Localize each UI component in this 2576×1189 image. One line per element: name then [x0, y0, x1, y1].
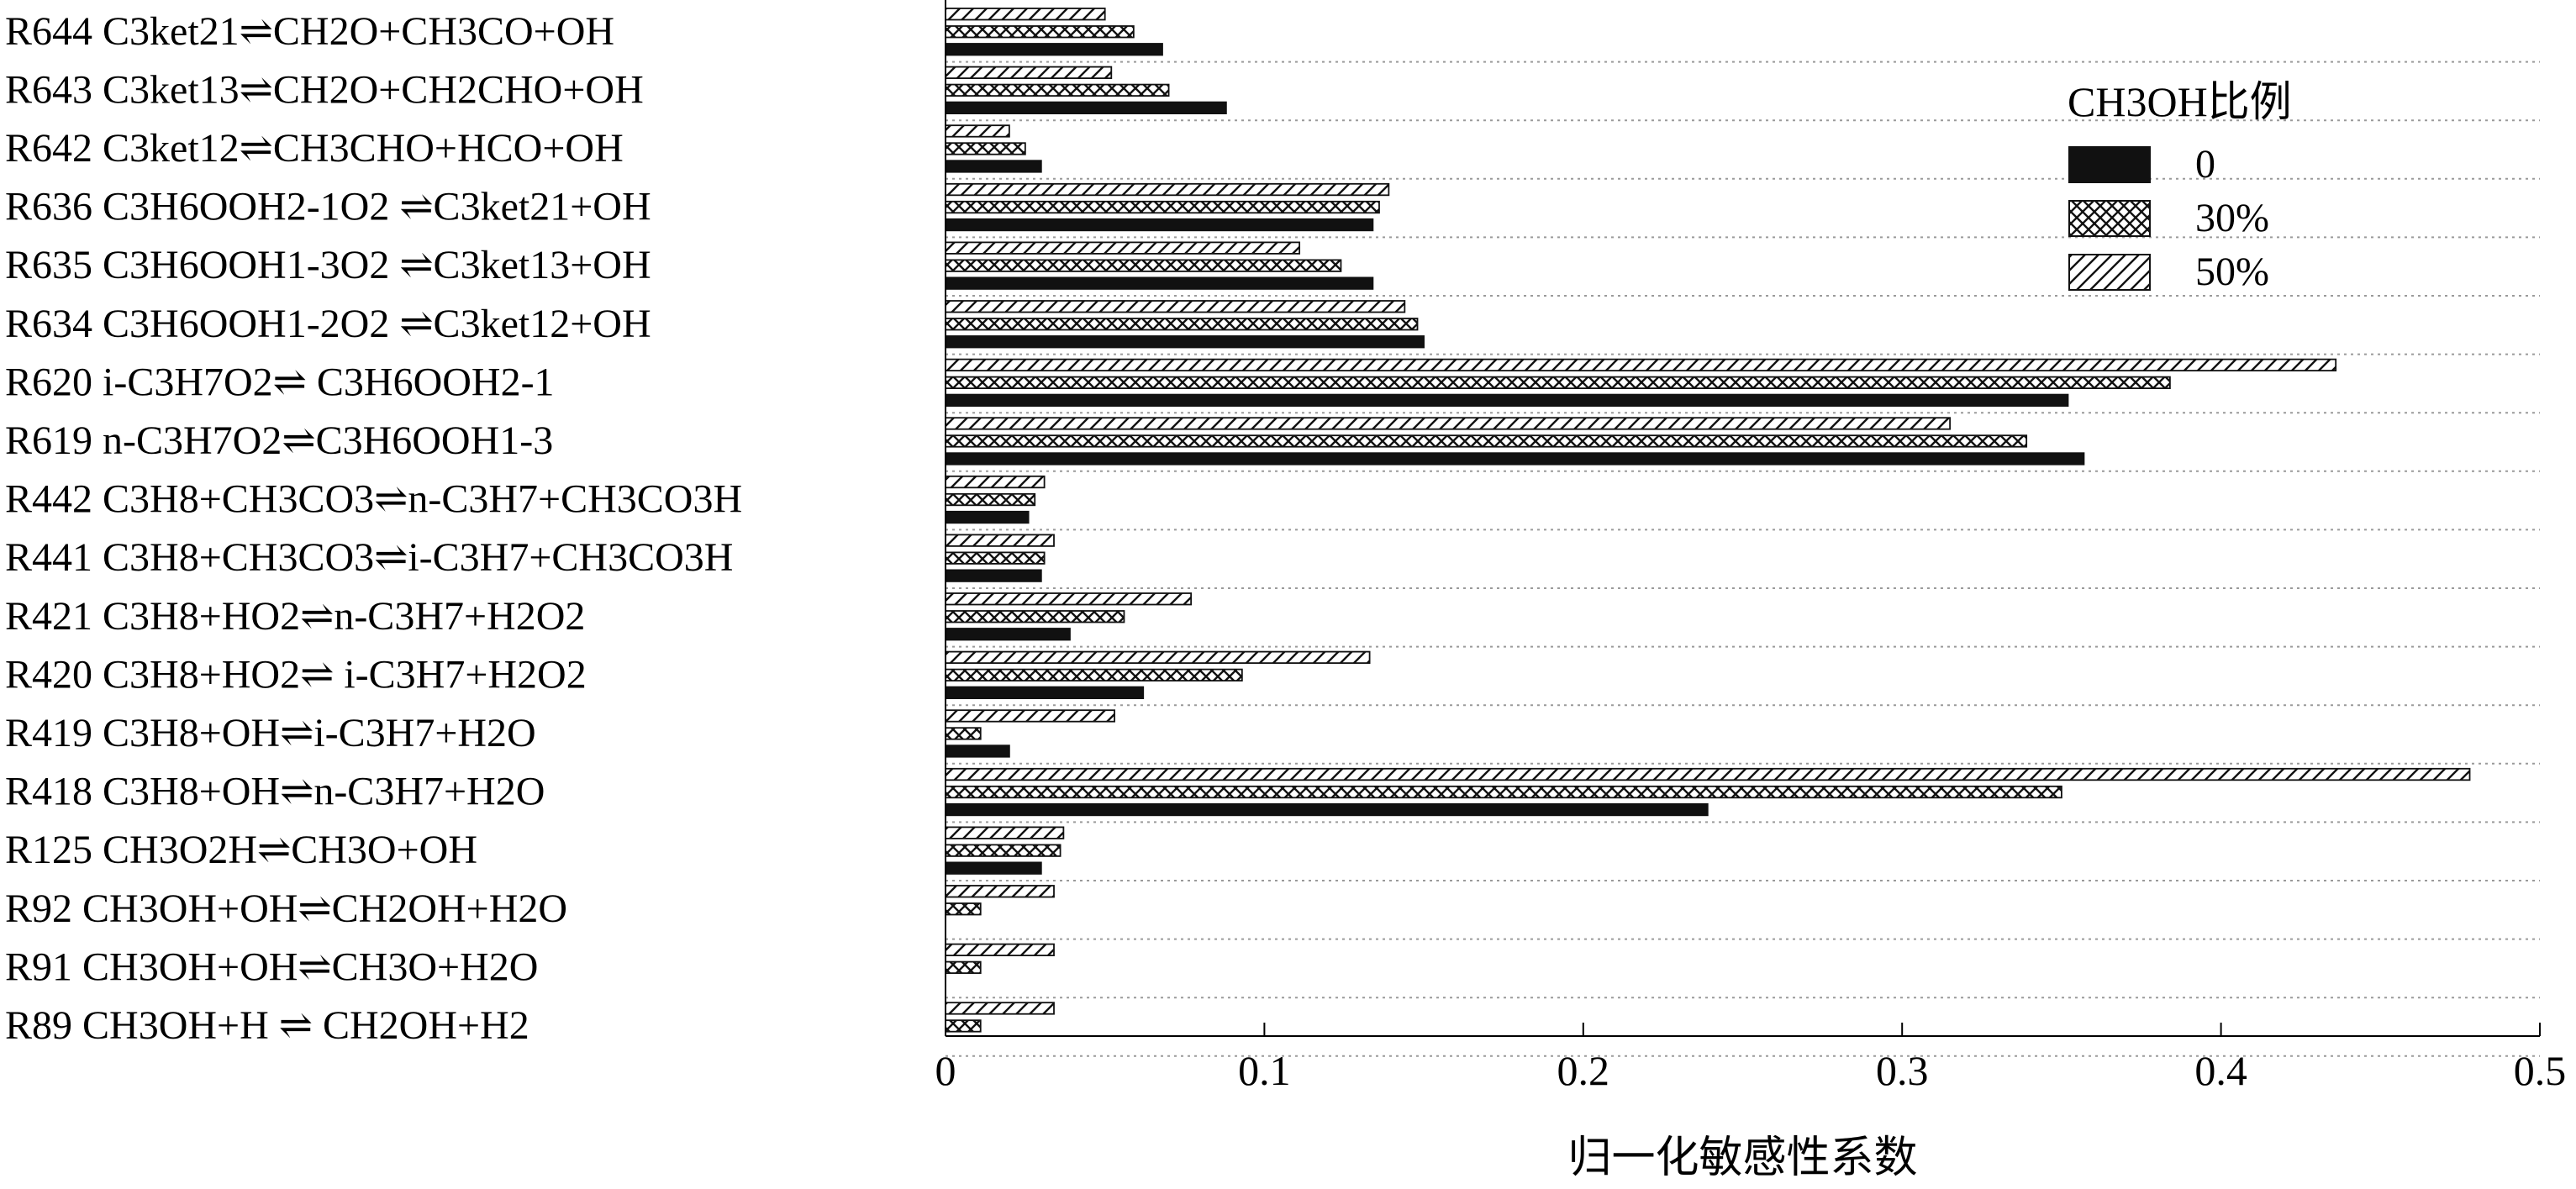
x-axis-title: 归一化敏感性系数 [1567, 1134, 1917, 1182]
x-axis-ticks: 0 0.1 0.2 0.3 0.4 0.5 [935, 1023, 2567, 1094]
category-label: R420 C3H8+HO2⇌ i-C3H7+H2O2 [5, 652, 587, 697]
x-tick-label: 0.1 [1238, 1047, 1291, 1094]
bar-50pct-13 [945, 709, 1115, 723]
category-label: R642 C3ket12⇌CH3CHO+HCO+OH [5, 126, 624, 171]
bar-50pct-7 [945, 358, 2337, 372]
category-label: R89 CH3OH+H ⇌ CH2OH+H2 [5, 1003, 529, 1048]
bar-30pct-3 [945, 142, 1026, 155]
bar-30pct-4 [945, 200, 1380, 214]
bar-50pct-9 [945, 475, 1046, 489]
bar-50pct-2 [945, 66, 1113, 79]
category-label: R421 C3H8+HO2⇌n-C3H7+H2O2 [5, 594, 585, 639]
bar-50pct-15 [945, 826, 1065, 839]
legend-swatch-50pct [2068, 254, 2151, 291]
bar-50pct-3 [945, 124, 1010, 138]
category-labels: R644 C3ket21⇌CH2O+CH3CO+OH R643 C3ket13⇌C… [5, 9, 742, 1048]
bar-50pct-5 [945, 241, 1301, 255]
bar-30pct-14 [945, 785, 2062, 799]
category-label: R634 C3H6OOH1-2O2 ⇌C3ket12+OH [5, 302, 651, 346]
bar-50pct-16 [945, 885, 1055, 898]
category-label: R442 C3H8+CH3CO3⇌n-C3H7+CH3CO3H [5, 477, 742, 522]
bar-0-15 [945, 861, 1042, 875]
category-label: R635 C3H6OOH1-3O2 ⇌C3ket13+OH [5, 243, 651, 287]
bar-30pct-7 [945, 376, 2171, 390]
bar-30pct-18 [945, 1019, 982, 1033]
bar-0-5 [945, 276, 1374, 290]
category-label: R92 CH3OH+OH⇌CH2OH+H2O [5, 886, 567, 931]
bar-30pct-11 [945, 610, 1125, 623]
bar-50pct-1 [945, 8, 1106, 21]
bar-50pct-4 [945, 182, 1390, 197]
category-label: R441 C3H8+CH3CO3⇌i-C3H7+CH3CO3H [5, 535, 733, 580]
bar-30pct-13 [945, 727, 982, 740]
category-label: R418 C3H8+OH⇌n-C3H7+H2O [5, 770, 545, 814]
bar-30pct-5 [945, 259, 1342, 272]
bar-50pct-8 [945, 417, 1952, 430]
bar-50pct-11 [945, 592, 1193, 606]
legend-label: 50% [2195, 250, 2269, 294]
category-label: R125 CH3O2H⇌CH3O+OH [5, 828, 477, 872]
legend-label: 30% [2195, 196, 2269, 240]
bar-0-12 [945, 686, 1145, 699]
legend: CH3OH比例 0 30% 50% [2068, 78, 2292, 294]
category-label: R619 n-C3H7O2⇌C3H6OOH1-3 [5, 418, 553, 463]
x-tick-label: 0.2 [1557, 1047, 1610, 1094]
bar-30pct-15 [945, 844, 1061, 857]
bar-50pct-12 [945, 650, 1371, 664]
x-tick-label: 0.3 [1876, 1047, 1929, 1094]
bar-0-3 [945, 160, 1042, 173]
bar-30pct-8 [945, 434, 2028, 448]
bar-0-4 [945, 218, 1374, 232]
x-tick-label: 0 [935, 1047, 956, 1094]
legend-label: 0 [2195, 142, 2215, 187]
legend-swatch-0 [2068, 146, 2151, 183]
bar-30pct-12 [945, 668, 1243, 681]
category-label: R419 C3H8+OH⇌i-C3H7+H2O [5, 711, 536, 755]
bar-0-9 [945, 510, 1030, 524]
bar-30pct-16 [945, 902, 982, 916]
bar-0-6 [945, 335, 1425, 349]
category-label: R620 i-C3H7O2⇌ C3H6OOH2-1 [5, 360, 555, 404]
category-label: R644 C3ket21⇌CH2O+CH3CO+OH [5, 9, 614, 54]
bar-50pct-6 [945, 300, 1406, 313]
bar-30pct-6 [945, 318, 1419, 331]
bar-0-10 [945, 569, 1042, 582]
bars [945, 8, 2471, 1033]
category-label: R636 C3H6OOH2-1O2 ⇌C3ket21+OH [5, 185, 651, 229]
x-tick-label: 0.4 [2194, 1047, 2247, 1094]
bar-30pct-17 [945, 960, 982, 974]
category-label: R643 C3ket13⇌CH2O+CH2CHO+OH [5, 67, 644, 112]
x-tick-label: 0.5 [2514, 1047, 2567, 1094]
bar-0-2 [945, 101, 1227, 114]
bar-0-1 [945, 43, 1163, 56]
bar-30pct-1 [945, 25, 1135, 39]
bar-0-14 [945, 802, 1709, 817]
legend-title: CH3OH比例 [2068, 78, 2292, 125]
legend-swatch-30pct [2068, 200, 2151, 237]
bar-50pct-14 [945, 767, 2471, 781]
bar-0-8 [945, 452, 2085, 466]
bar-50pct-17 [945, 943, 1055, 956]
bar-0-11 [945, 628, 1071, 641]
bar-30pct-9 [945, 492, 1036, 507]
bar-30pct-2 [945, 83, 1170, 97]
bar-0-13 [945, 744, 1010, 758]
bar-30pct-10 [945, 551, 1046, 565]
bar-50pct-10 [945, 534, 1055, 547]
bar-0-7 [945, 393, 2069, 408]
bar-50pct-18 [945, 1002, 1055, 1015]
category-label: R91 CH3OH+OH⇌CH3O+H2O [5, 944, 538, 989]
